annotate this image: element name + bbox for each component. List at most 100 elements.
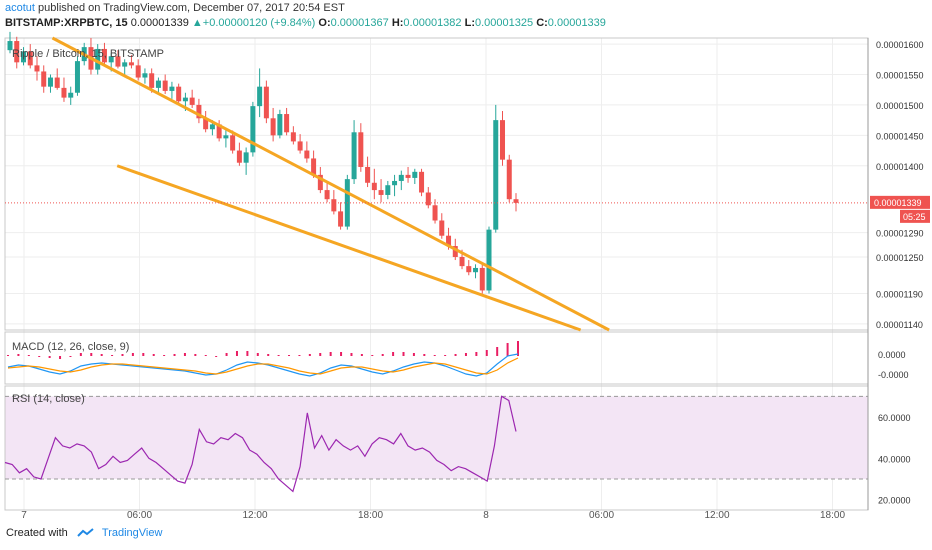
- candle-body: [311, 158, 317, 175]
- candle-body: [338, 211, 344, 227]
- rsi-tick-label: 20.0000: [878, 496, 911, 506]
- candle-body: [425, 192, 431, 206]
- chart-canvas[interactable]: 0.0000 -0.0000 60.0000 40.0000 20.0000 0.00…: [0, 0, 932, 525]
- macd-histogram-bar: [423, 354, 426, 356]
- macd-histogram-bar: [412, 353, 415, 356]
- candle-body: [216, 124, 222, 139]
- candles: [7, 31, 519, 294]
- macd-histogram-bar: [402, 352, 405, 356]
- candle-body: [196, 104, 202, 119]
- macd-histogram-bar: [90, 353, 93, 356]
- main-legend: Ripple / Bitcoin, 15, BITSTAMP: [12, 48, 164, 60]
- price-change: +0.00000120 (+9.84%): [202, 17, 316, 29]
- macd-histogram-bar: [444, 355, 447, 356]
- low-label: L:: [464, 17, 475, 29]
- low-value: 0.00001325: [475, 17, 534, 29]
- candle-body: [432, 205, 438, 221]
- candle-body: [135, 65, 141, 78]
- time-axis[interactable]: 7 06:00 12:00 18:00 8 06:00 12:00 18:00: [21, 510, 845, 521]
- price-tick-label: 0.00001450: [876, 131, 924, 141]
- candle-body: [41, 71, 47, 87]
- candle-body: [500, 120, 506, 160]
- candle-body: [506, 159, 512, 200]
- macd-histogram-bar: [152, 354, 155, 356]
- macd-histogram-bar: [308, 354, 311, 356]
- macd-line: [7, 353, 519, 377]
- signal-line: [7, 357, 519, 375]
- countdown-tag: [900, 209, 930, 223]
- candle-body: [189, 97, 195, 105]
- candle-body: [14, 41, 20, 63]
- rsi-tick-label: 40.0000: [878, 454, 911, 464]
- candle-body: [34, 65, 40, 72]
- macd-histogram-bar: [48, 356, 51, 358]
- up-arrow-icon: ▲: [191, 17, 203, 29]
- candle-body: [155, 80, 161, 88]
- rsi-band: [5, 396, 868, 479]
- macd-histogram-bar: [121, 354, 124, 356]
- candle-body: [284, 114, 290, 133]
- tradingview-logo-icon: [77, 528, 94, 537]
- candle-body: [176, 86, 182, 102]
- rsi-legend: RSI (14, close): [12, 393, 85, 405]
- candle-body: [385, 185, 391, 195]
- macd-histogram-bar: [433, 355, 436, 356]
- candle-body: [405, 174, 411, 178]
- candle-body: [290, 132, 296, 142]
- candle-body: [351, 132, 357, 180]
- price-tick-label: 0.00001550: [876, 71, 924, 81]
- macd-histogram-bar: [194, 354, 197, 356]
- publish-info: acotut published on TradingView.com, Dec…: [5, 2, 345, 14]
- macd-histogram-bar: [27, 355, 30, 356]
- candle-body: [236, 150, 242, 163]
- time-tick-label: 18:00: [358, 510, 383, 521]
- high-label: H:: [391, 17, 404, 29]
- last-price-tag: [870, 195, 930, 209]
- time-tick-label: 12:00: [242, 510, 267, 521]
- trendline: [51, 36, 610, 332]
- candle-body: [419, 171, 425, 193]
- price-tick-label: 0.00001190: [876, 290, 923, 300]
- macd-histogram-bar: [256, 353, 259, 356]
- macd-histogram-bar: [131, 353, 134, 356]
- macd-histogram-bar: [475, 352, 478, 356]
- macd-histogram-bar: [464, 353, 467, 356]
- macd-histogram-bar: [319, 353, 322, 356]
- countdown-label: 05:25: [903, 212, 926, 222]
- macd-histogram-bar: [277, 355, 280, 356]
- macd-histogram-bar: [371, 355, 374, 356]
- candle-body: [128, 62, 134, 66]
- candle-body: [74, 61, 80, 93]
- rsi-tick-label: 60.0000: [878, 413, 911, 423]
- candle-body: [263, 86, 269, 119]
- macd-pane: 0.0000 -0.0000: [7, 341, 909, 380]
- candle-body: [317, 174, 323, 191]
- macd-histogram-bar: [215, 356, 218, 357]
- trendline: [116, 164, 582, 332]
- macd-histogram-bar: [288, 355, 291, 356]
- candle-body: [439, 220, 445, 236]
- candle-body: [115, 56, 121, 67]
- price-axis[interactable]: 0.00001600 0.00001550 0.00001500 0.00001450…: [5, 40, 930, 330]
- candle-body: [324, 190, 330, 200]
- candle-body: [479, 267, 485, 291]
- macd-histogram-bar: [38, 356, 41, 357]
- time-tick-label: 06:00: [589, 510, 614, 521]
- trendlines[interactable]: [51, 36, 610, 332]
- author-link[interactable]: acotut: [5, 2, 35, 14]
- macd-histogram-bar: [59, 356, 62, 359]
- macd-histogram-bar: [235, 351, 238, 356]
- price-tick-label: 0.00001250: [876, 253, 924, 263]
- publish-text: published on TradingView.com, December 0…: [38, 2, 345, 14]
- candle-body: [446, 235, 452, 247]
- last-price: 0.00001339: [130, 17, 189, 29]
- macd-histogram-bar: [496, 347, 499, 356]
- price-tick-label: 0.00001400: [876, 162, 924, 172]
- candle-body: [392, 180, 398, 186]
- time-tick-label: 18:00: [820, 510, 845, 521]
- candle-body: [331, 199, 337, 212]
- tradingview-link[interactable]: TradingView: [101, 527, 163, 539]
- candle-body: [230, 135, 236, 151]
- macd-histogram-bar: [381, 354, 384, 356]
- candle-body: [378, 190, 384, 195]
